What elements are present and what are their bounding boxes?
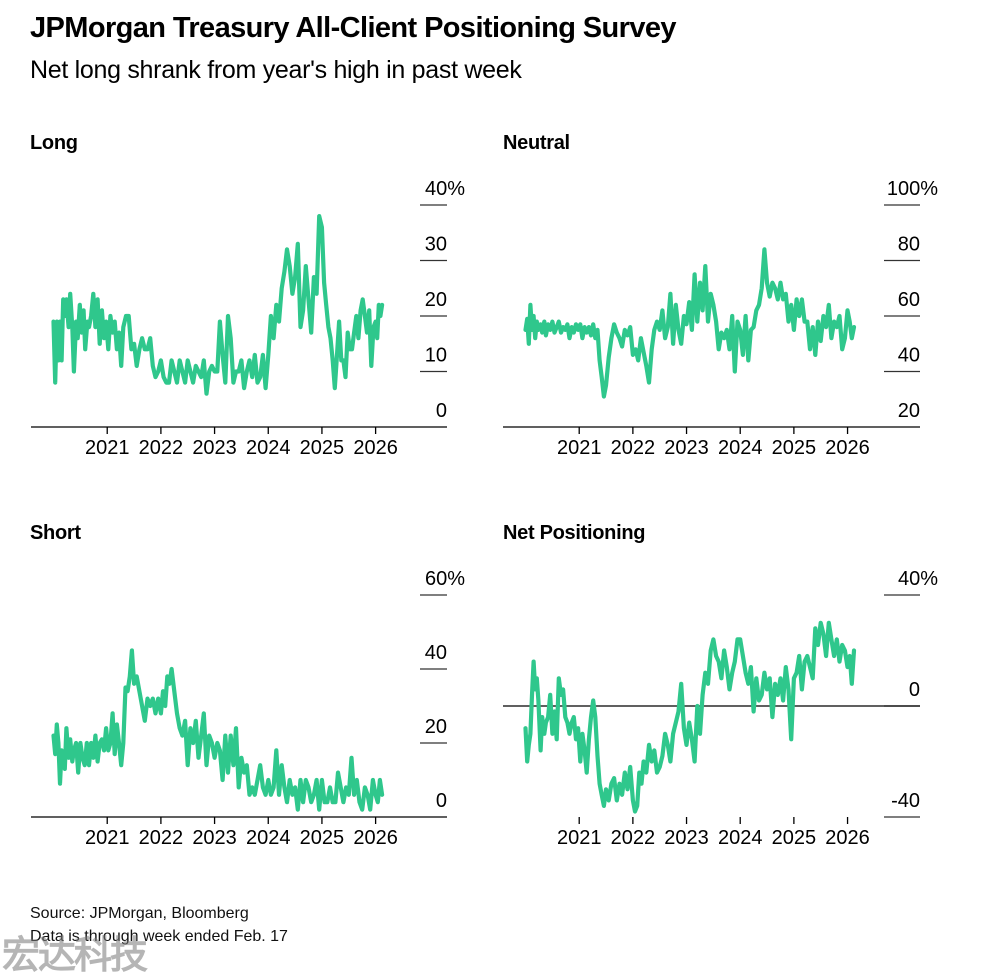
y-tick-label-neutral-2: 60 bbox=[898, 289, 920, 311]
x-tick-label-long-2: 2023 bbox=[192, 437, 237, 459]
y-tick-label-neutral-3: 80 bbox=[898, 234, 920, 256]
x-tick-label-net-0: 2021 bbox=[557, 827, 602, 849]
series-line-short bbox=[51, 648, 385, 812]
y-tick-label-long-4: 40% bbox=[425, 178, 465, 200]
y-tick-label-neutral-1: 40 bbox=[898, 345, 920, 367]
x-tick-label-short-1: 2022 bbox=[139, 827, 184, 849]
chart-title: JPMorgan Treasury All-Client Positioning… bbox=[30, 12, 677, 44]
x-tick-label-net-5: 2026 bbox=[825, 827, 870, 849]
x-tick-label-neutral-2: 2023 bbox=[664, 437, 709, 459]
series-line-net bbox=[523, 620, 857, 814]
panel-title-neutral: Neutral bbox=[503, 132, 570, 154]
x-tick-label-short-4: 2025 bbox=[300, 827, 345, 849]
x-tick-label-neutral-4: 2025 bbox=[772, 437, 817, 459]
data-note: Data is through week ended Feb. 17 bbox=[30, 928, 288, 945]
chart-subtitle: Net long shrank from year's high in past… bbox=[30, 56, 522, 84]
y-tick-label-net-0: -40 bbox=[891, 790, 920, 812]
x-tick-label-neutral-3: 2024 bbox=[718, 437, 763, 459]
y-tick-label-neutral-0: 20 bbox=[898, 400, 920, 422]
x-tick-label-net-3: 2024 bbox=[718, 827, 763, 849]
x-tick-label-long-1: 2022 bbox=[139, 437, 184, 459]
chart-short: 0 20 40 60% 2021 2022 2023 2024 2025 2026 bbox=[31, 568, 465, 849]
x-tick-label-short-5: 2026 bbox=[353, 827, 398, 849]
x-tick-label-long-0: 2021 bbox=[85, 437, 130, 459]
y-tick-label-long-1: 10 bbox=[425, 345, 447, 367]
panel-title-net: Net Positioning bbox=[503, 522, 646, 544]
y-tick-label-short-1: 20 bbox=[425, 716, 447, 738]
x-tick-label-net-4: 2025 bbox=[772, 827, 817, 849]
x-tick-label-long-3: 2024 bbox=[246, 437, 291, 459]
y-tick-label-short-2: 40 bbox=[425, 642, 447, 664]
source-note: Source: JPMorgan, Bloomberg bbox=[30, 905, 249, 922]
x-tick-label-net-2: 2023 bbox=[664, 827, 709, 849]
watermark: 宏达科技 bbox=[2, 933, 148, 977]
x-tick-label-short-2: 2023 bbox=[192, 827, 237, 849]
chart-neutral: 20 40 60 80 100% 2021 2022 2023 2024 2025 2026 bbox=[503, 178, 938, 459]
panel-title-long: Long bbox=[30, 132, 78, 154]
chart-net: -40 0 40% 2021 2022 2023 2024 2025 2026 bbox=[503, 568, 938, 849]
x-tick-label-neutral-5: 2026 bbox=[825, 437, 870, 459]
y-tick-label-long-2: 20 bbox=[425, 289, 447, 311]
chart-long: 0 10 20 30 40% 2021 2022 2023 2024 2025 2026 bbox=[31, 178, 465, 459]
y-tick-label-short-3: 60% bbox=[425, 568, 465, 590]
x-tick-label-short-0: 2021 bbox=[85, 827, 130, 849]
y-tick-label-net-2: 40% bbox=[898, 568, 938, 590]
x-tick-label-long-4: 2025 bbox=[300, 437, 345, 459]
x-tick-label-short-3: 2024 bbox=[246, 827, 291, 849]
y-tick-label-net-1: 0 bbox=[909, 679, 920, 701]
series-line-neutral bbox=[523, 247, 857, 399]
y-tick-label-neutral-4: 100% bbox=[887, 178, 938, 200]
series-line-long bbox=[51, 214, 385, 396]
panel-title-short: Short bbox=[30, 522, 81, 544]
x-tick-label-net-1: 2022 bbox=[611, 827, 656, 849]
x-tick-label-long-5: 2026 bbox=[353, 437, 398, 459]
y-tick-label-long-0: 0 bbox=[436, 400, 447, 422]
y-tick-label-long-3: 30 bbox=[425, 234, 447, 256]
x-tick-label-neutral-0: 2021 bbox=[557, 437, 602, 459]
x-tick-label-neutral-1: 2022 bbox=[611, 437, 656, 459]
y-tick-label-short-0: 0 bbox=[436, 790, 447, 812]
